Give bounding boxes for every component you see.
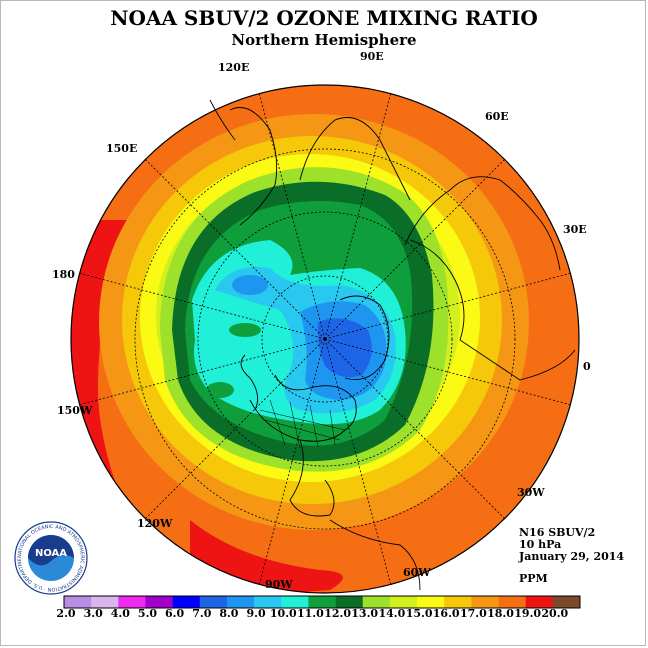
colorbar-tick-label: 5.0	[137, 607, 158, 620]
colorbar-cell	[308, 596, 336, 608]
colorbar-tick-label: 13.0	[351, 607, 379, 620]
us-grid	[259, 399, 346, 449]
pressure-level-label: 10 hPa	[519, 538, 562, 551]
colorbar-tick-label: 11.0	[296, 607, 324, 620]
colorbar-tick-label: 4.0	[110, 607, 130, 620]
colorbar-tick-label: 16.0	[432, 607, 460, 620]
colorbar-cell	[281, 596, 309, 608]
colorbar-tick-label: 12.0	[324, 607, 351, 620]
europe-africa-coast	[409, 239, 576, 381]
colorbar-cell	[417, 596, 445, 608]
latitude-circle-70	[261, 275, 389, 403]
colorbar-tick-label: 6.0	[165, 607, 185, 620]
latitude-circle-30	[134, 148, 516, 530]
colorbar-cells	[64, 596, 581, 608]
colorbar-cell	[172, 596, 201, 608]
colorbar-cell	[91, 596, 119, 608]
lon-label-90w: 90W	[265, 578, 293, 591]
alaska-coast	[240, 354, 259, 411]
lon-label-180: 180	[52, 268, 75, 281]
units-label: PPM	[519, 572, 548, 585]
date-label: January 29, 2014	[519, 550, 625, 563]
south-america-coast	[329, 519, 421, 591]
north-america-coast	[249, 374, 357, 442]
map-subtitle: Northern Hemisphere	[231, 31, 417, 49]
us-state-lines	[259, 399, 346, 449]
colorbar-tick-label: 19.0	[514, 607, 542, 620]
colorbar-cell	[226, 596, 255, 608]
map-title: NOAA SBUV/2 OZONE MIXING RATIO	[110, 6, 538, 30]
lon-label-30w: 30W	[517, 486, 545, 499]
colorbar-cell	[199, 596, 228, 608]
band-11-patch	[229, 323, 261, 337]
colorbar-tick-label: 3.0	[83, 607, 103, 620]
asia-coast	[299, 117, 411, 201]
lon-label-30e: 30E	[563, 223, 587, 236]
colorbar-cell	[362, 596, 391, 608]
lon-label-60e: 60E	[485, 110, 509, 123]
colorbar-cell	[389, 596, 418, 608]
asia-west-coast	[404, 176, 561, 271]
noaa-logo: NATIONAL OCEANIC AND ATMOSPHERIC ADMINIS…	[14, 521, 88, 595]
greenland-coast	[339, 295, 390, 380]
japan-coast	[209, 99, 236, 141]
band-11-patch-2	[206, 382, 234, 398]
colorbar-tick-label: 8.0	[219, 607, 239, 620]
colorbar-outline	[63, 595, 581, 609]
colorbar-tick-label: 17.0	[459, 607, 487, 620]
lon-label-150w: 150W	[57, 404, 93, 417]
band-8-patch	[232, 275, 268, 295]
colorbar-tick-label: 18.0	[487, 607, 514, 620]
colorbar-tick-label: 10.0	[269, 607, 297, 620]
colorbar-tick-label: 15.0	[405, 607, 433, 620]
colorbar-cell	[64, 596, 92, 608]
instrument-label: N16 SBUV/2	[519, 526, 596, 539]
colorbar-cell	[444, 596, 472, 608]
lon-label-120e: 120E	[218, 61, 250, 74]
colorbar-tick-label: 20.0	[541, 607, 569, 620]
coastlines	[209, 99, 576, 591]
colorbar-tick-label: 14.0	[378, 607, 406, 620]
colorbar	[63, 595, 581, 609]
colorbar-tick-label: 9.0	[246, 607, 266, 620]
logo-text: NOAA	[35, 548, 67, 559]
latitude-circle-50	[197, 211, 453, 467]
central-america-coast	[289, 439, 335, 517]
graticule	[79, 93, 571, 585]
lon-label-150e: 150E	[106, 142, 138, 155]
east-asia-coast	[229, 107, 278, 226]
colorbar-cell	[552, 596, 581, 608]
colorbar-tick-label: 2.0	[56, 607, 76, 620]
lon-label-120w: 120W	[137, 517, 173, 530]
colorbar-cell	[118, 596, 146, 608]
colorbar-cell	[525, 596, 554, 608]
lon-label-0: 0	[583, 360, 591, 373]
colorbar-cell	[145, 596, 173, 608]
colorbar-cell	[471, 596, 499, 608]
colorbar-cell	[498, 596, 526, 608]
lon-label-90e: 90E	[360, 50, 384, 63]
logo-bird	[28, 535, 74, 566]
lon-label-60w: 60W	[403, 566, 431, 579]
map-boundary	[70, 84, 580, 594]
ozone-field	[71, 85, 579, 593]
colorbar-cell	[335, 596, 364, 608]
colorbar-cell	[254, 596, 282, 608]
band-19-east	[578, 200, 579, 330]
colorbar-tick-label: 7.0	[192, 607, 212, 620]
